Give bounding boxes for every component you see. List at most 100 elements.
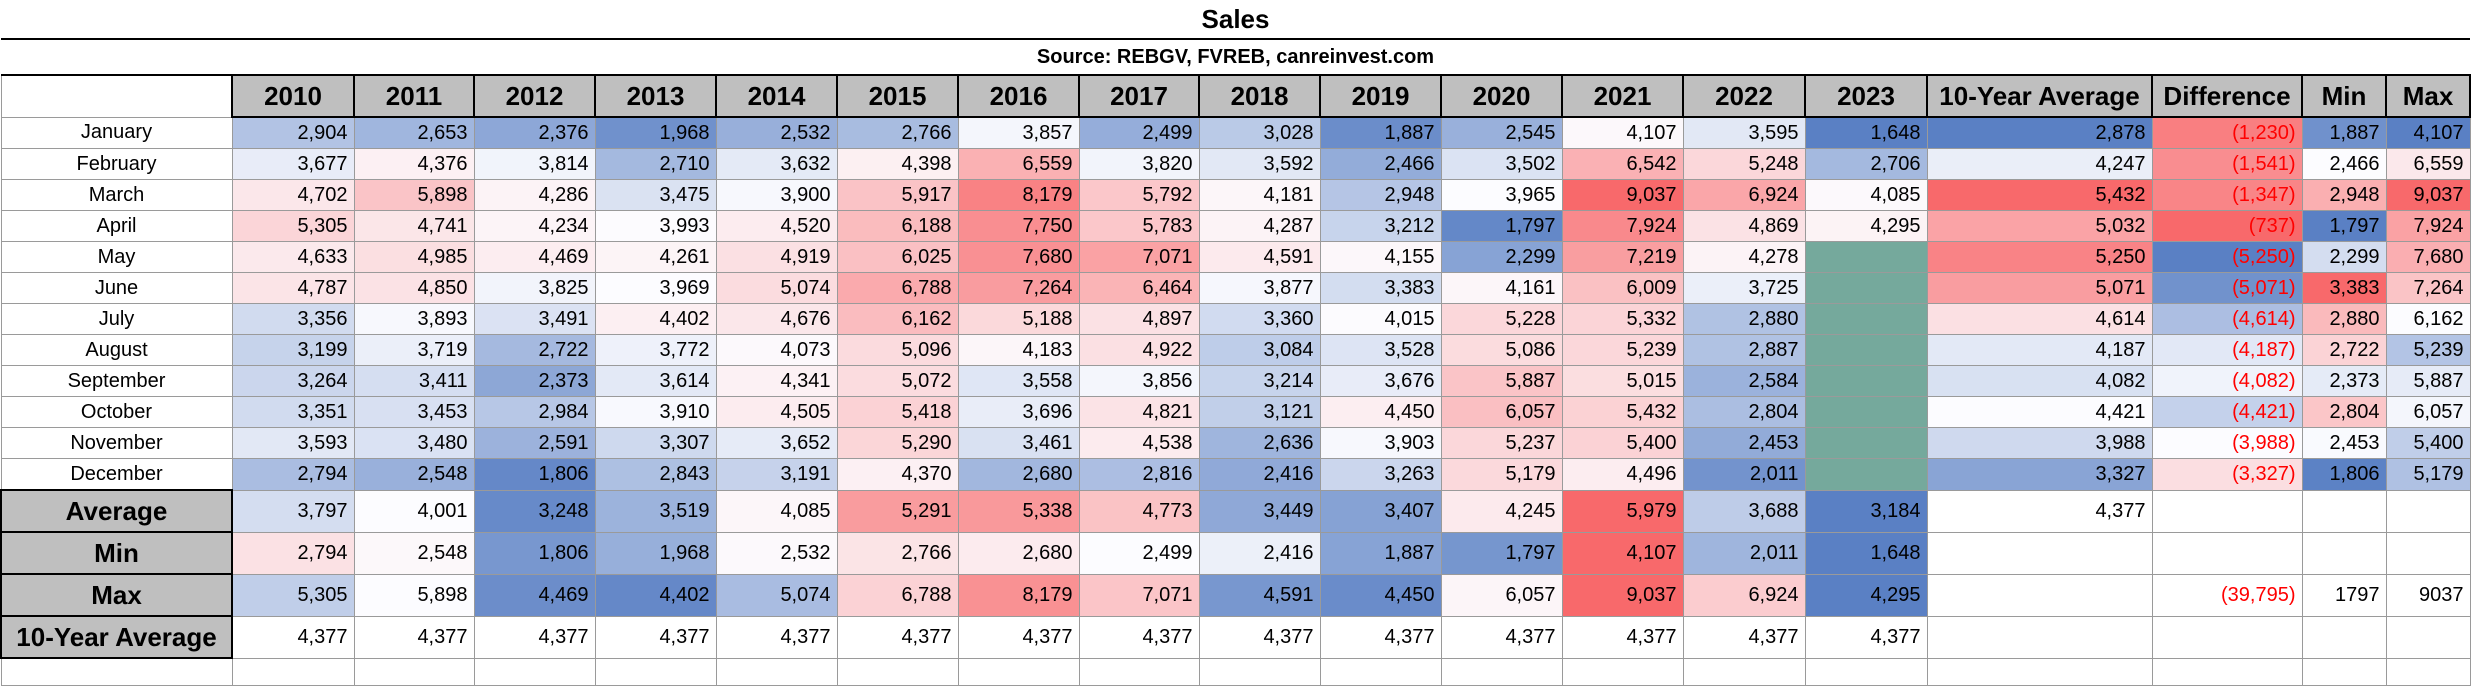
ten-year-average-cell: 5,032 — [1926, 210, 2153, 242]
summary-cell: 5,979 — [1561, 489, 1684, 533]
summary-cell: 3,407 — [1319, 489, 1442, 533]
sales-cell: 6,788 — [836, 272, 959, 304]
sales-cell: 3,084 — [1198, 334, 1321, 366]
month-row: February 3,677 4,376 3,814 2,710 3,632 4,398 6,… — [0, 148, 2471, 180]
sales-cell: 8,179 — [957, 179, 1080, 211]
sales-cell: 2,653 — [353, 116, 475, 149]
sales-cell — [1804, 334, 1928, 366]
summary-max-cell — [2385, 615, 2471, 659]
sales-cell: 4,702 — [231, 179, 355, 211]
sales-cell: 3,820 — [1078, 148, 1200, 180]
summary-cell: 1,797 — [1440, 531, 1563, 575]
sales-cell: 3,558 — [957, 365, 1080, 397]
sales-cell: 2,499 — [1078, 116, 1200, 149]
column-header: 2012 — [473, 74, 596, 118]
sales-cell — [1804, 303, 1928, 335]
sales-cell: 3,351 — [231, 396, 355, 428]
summary-cell: 4,001 — [353, 489, 475, 533]
sales-cell: 6,025 — [836, 241, 959, 273]
sales-cell: 7,680 — [957, 241, 1080, 273]
sales-cell: 5,096 — [836, 334, 959, 366]
min-cell: 2,948 — [2301, 179, 2387, 211]
sales-cell: 5,400 — [1561, 427, 1684, 459]
sales-cell: 2,453 — [1682, 427, 1806, 459]
column-header: 2013 — [594, 74, 717, 118]
sales-cell: 4,985 — [353, 241, 475, 273]
month-row: November 3,593 3,480 2,591 3,307 3,652 5,290 3,… — [0, 427, 2471, 459]
sales-cell: 4,450 — [1319, 396, 1442, 428]
difference-cell: (5,071) — [2151, 272, 2303, 304]
sales-cell: 3,191 — [715, 458, 838, 491]
sales-cell: 6,009 — [1561, 272, 1684, 304]
max-cell: 4,107 — [2385, 116, 2471, 149]
summary-cell: 8,179 — [957, 573, 1080, 617]
sales-cell: 3,969 — [594, 272, 717, 304]
difference-cell: (1,541) — [2151, 148, 2303, 180]
empty-cell — [1198, 657, 1321, 686]
month-label: May — [0, 241, 233, 273]
summary-max-cell: 9037 — [2385, 573, 2471, 617]
summary-label: 10-Year Average — [0, 615, 233, 659]
month-row: September 3,264 3,411 2,373 3,614 4,341 5,072 3… — [0, 365, 2471, 397]
sales-cell: 3,212 — [1319, 210, 1442, 242]
summary-min-cell: 1797 — [2301, 573, 2387, 617]
sales-cell: 4,591 — [1198, 241, 1321, 273]
sales-cell: 3,677 — [231, 148, 355, 180]
sales-cell: 2,948 — [1319, 179, 1442, 211]
summary-row: Min 2,794 2,548 1,806 1,968 2,532 2,766 2,680 2,… — [0, 531, 2471, 575]
sales-cell: 4,897 — [1078, 303, 1200, 335]
empty-cell — [1926, 657, 2153, 686]
summary-cell: 1,968 — [594, 531, 717, 575]
sales-cell: 2,532 — [715, 116, 838, 149]
sales-cell: 2,710 — [594, 148, 717, 180]
summary-cell: 4,377 — [594, 615, 717, 659]
ten-year-average-cell: 5,250 — [1926, 241, 2153, 273]
summary-cell: 4,377 — [1078, 615, 1200, 659]
summary-cell: 4,377 — [231, 615, 355, 659]
sales-cell: 4,234 — [473, 210, 596, 242]
summary-cell: 4,377 — [1804, 615, 1928, 659]
summary-cell: 9,037 — [1561, 573, 1684, 617]
min-cell: 2,880 — [2301, 303, 2387, 335]
sales-cell: 4,341 — [715, 365, 838, 397]
summary-cell: 5,338 — [957, 489, 1080, 533]
sales-cell: 4,402 — [594, 303, 717, 335]
sales-cell: 3,502 — [1440, 148, 1563, 180]
sales-cell: 2,984 — [473, 396, 596, 428]
sales-cell: 2,416 — [1198, 458, 1321, 491]
max-cell: 7,924 — [2385, 210, 2471, 242]
summary-cell: 4,107 — [1561, 531, 1684, 575]
summary-min-cell — [2301, 489, 2387, 533]
sales-cell: 5,074 — [715, 272, 838, 304]
sales-cell — [1804, 241, 1928, 273]
sales-cell: 2,545 — [1440, 116, 1563, 149]
difference-cell: (3,327) — [2151, 458, 2303, 491]
sales-cell: 4,261 — [594, 241, 717, 273]
empty-cell — [1078, 657, 1200, 686]
sales-cell: 5,332 — [1561, 303, 1684, 335]
sales-cell: 6,559 — [957, 148, 1080, 180]
month-row: January 2,904 2,653 2,376 1,968 2,532 2,766 3,8… — [0, 116, 2471, 149]
summary-cell: 4,377 — [1682, 615, 1806, 659]
summary-cell: 4,591 — [1198, 573, 1321, 617]
sales-cell: 3,903 — [1319, 427, 1442, 459]
sales-cell: 3,676 — [1319, 365, 1442, 397]
sales-cell: 4,520 — [715, 210, 838, 242]
summary-difference-cell — [2151, 531, 2303, 575]
sales-cell: 3,632 — [715, 148, 838, 180]
sales-cell: 5,248 — [1682, 148, 1806, 180]
sales-cell: 2,584 — [1682, 365, 1806, 397]
sales-cell: 3,491 — [473, 303, 596, 335]
summary-cell: 5,074 — [715, 573, 838, 617]
sales-cell: 4,505 — [715, 396, 838, 428]
sales-cell: 5,188 — [957, 303, 1080, 335]
sales-cell: 7,071 — [1078, 241, 1200, 273]
difference-cell: (5,250) — [2151, 241, 2303, 273]
sales-cell: 3,965 — [1440, 179, 1563, 211]
ten-year-average-cell: 4,614 — [1926, 303, 2153, 335]
summary-cell: 2,532 — [715, 531, 838, 575]
difference-cell: (4,082) — [2151, 365, 2303, 397]
sales-cell: 4,496 — [1561, 458, 1684, 491]
